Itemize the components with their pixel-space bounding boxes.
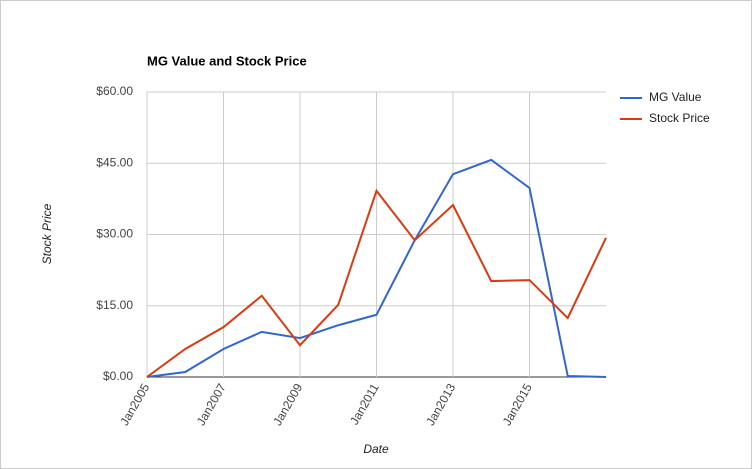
- series-line: [146, 158, 607, 378]
- x-axis-title: Date: [363, 442, 389, 456]
- chart-title: MG Value and Stock Price: [147, 53, 307, 68]
- y-tick-label: $60.00: [96, 84, 133, 98]
- y-tick-label: $0.00: [103, 369, 133, 383]
- legend-label: Stock Price: [649, 111, 710, 125]
- y-tick-label: $15.00: [96, 298, 133, 312]
- y-tick-label: $30.00: [96, 227, 133, 241]
- series-line: [146, 188, 607, 378]
- y-axis-title: Stock Price: [40, 203, 54, 264]
- legend-label: MG Value: [649, 90, 702, 104]
- y-tick-label: $45.00: [96, 155, 133, 169]
